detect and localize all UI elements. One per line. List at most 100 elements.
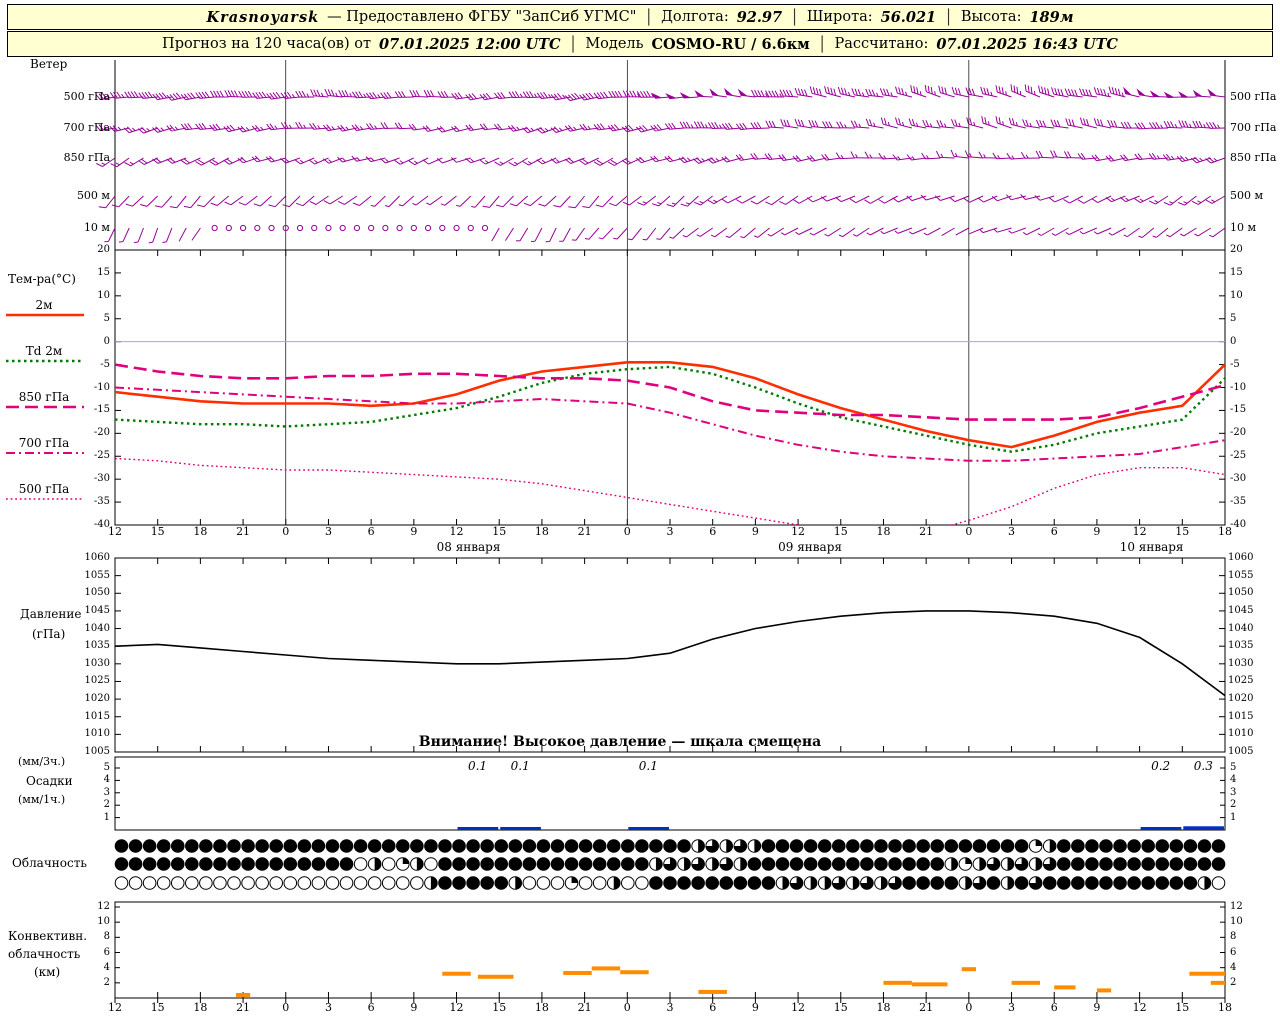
conv-tick-label: 10 <box>97 916 110 928</box>
calc-time-label: Рассчитано: <box>834 36 929 52</box>
temp-tick-label: -15 <box>1230 404 1247 416</box>
hour-label: 3 <box>324 525 332 538</box>
altitude-label: Высота: <box>960 9 1022 25</box>
conv-tick-label: 2 <box>103 976 110 988</box>
altitude-value: 189м <box>1029 8 1074 26</box>
hour-label: 3 <box>666 1001 674 1014</box>
wind-level-label: 850 гПа <box>1230 151 1277 164</box>
pressure-tick-label: 1050 <box>84 587 110 599</box>
conv-cloud-bar <box>477 974 514 979</box>
cloud-panel-title: Облачность <box>12 856 87 870</box>
pressure-tick-label: 1025 <box>84 675 110 687</box>
temp-panel-title: Тем-ра(°C) <box>8 272 76 286</box>
wind-level-label: 500 м <box>76 189 110 202</box>
conv-tick-label: 2 <box>1230 976 1237 988</box>
hour-label: 3 <box>324 1001 332 1014</box>
hour-label: 12 <box>449 525 464 538</box>
precip-bar <box>457 827 499 830</box>
precip-panel-title: Осадки <box>26 774 73 788</box>
conv-tick-label: 10 <box>1230 916 1243 928</box>
date-label: 10 января <box>1119 540 1184 554</box>
temp-tick-label: 15 <box>97 266 110 278</box>
separator-icon: │ <box>944 8 953 26</box>
temp-tick-label: 20 <box>1230 244 1243 255</box>
temp-tick-label: -10 <box>1230 381 1247 393</box>
legend-label-t500: 500 гПа <box>18 482 70 496</box>
hour-label: 9 <box>410 1001 418 1014</box>
hour-label: 18 <box>876 1001 891 1014</box>
conv-cloud-bar <box>883 980 912 985</box>
pressure-tick-label: 1040 <box>1228 622 1254 634</box>
precip-bar <box>628 827 669 830</box>
hour-label: 15 <box>1175 1001 1190 1014</box>
hour-label: 15 <box>492 525 507 538</box>
conv-cloud-bar <box>591 966 621 971</box>
pressure-tick-label: 1035 <box>84 640 110 652</box>
temp-tick-label: -25 <box>93 450 110 462</box>
precip-bar <box>500 827 541 830</box>
hour-label: 15 <box>150 1001 165 1014</box>
temp-tick-label: 0 <box>103 335 110 347</box>
temp-tick-label: -5 <box>100 358 110 370</box>
conv-cloud-bar <box>1096 988 1112 993</box>
temp-tick-label: -40 <box>1230 519 1247 530</box>
precip-tick-label: 2 <box>1230 799 1237 811</box>
hour-label: 3 <box>666 525 674 538</box>
hour-label: 15 <box>150 525 165 538</box>
hour-label: 18 <box>534 525 549 538</box>
precip-value-label: 0.2 <box>1151 759 1171 773</box>
temp-tick-label: 5 <box>103 312 110 324</box>
precip-tick-label: 4 <box>1230 774 1237 786</box>
pressure-curve <box>114 610 1226 697</box>
pressure-tick-label: 1060 <box>84 552 110 563</box>
pressure-tick-label: 1020 <box>84 693 110 705</box>
temp-tick-label: -5 <box>1230 358 1240 370</box>
pressure-panel-title: Давление <box>20 607 82 621</box>
wind-level-label: 700 гПа <box>63 121 110 134</box>
legend-label-td2m: Td 2м <box>25 344 63 358</box>
latitude-value: 56.021 <box>880 8 937 26</box>
precip-1h-units-label: (мм/1ч.) <box>18 793 66 806</box>
temp-tick-label: 20 <box>97 244 110 255</box>
conv-tick-label: 4 <box>103 961 110 973</box>
hour-label: 12 <box>1132 525 1147 538</box>
pressure-tick-label: 1050 <box>1228 587 1254 599</box>
precip-tick-label: 5 <box>1230 762 1237 773</box>
precip-bar <box>1183 826 1224 830</box>
temp-tick-label: 15 <box>1230 266 1243 278</box>
precip-3h-units-label: (мм/3ч.) <box>18 755 66 768</box>
provider-text: — Предоставлено ФГБУ "ЗапСиб УГМС" <box>327 9 637 25</box>
temp-tick-label: 0 <box>1230 335 1237 347</box>
wind-panel-title: Ветер <box>30 57 68 71</box>
hour-label: 0 <box>965 525 973 538</box>
hour-label: 21 <box>577 1001 592 1014</box>
date-label: 09 января <box>778 540 842 554</box>
wind-level-label: 10 м <box>83 221 110 234</box>
pressure-tick-label: 1055 <box>1228 569 1254 581</box>
precip-value-label: 0.1 <box>510 759 530 773</box>
precip-tick-label: 4 <box>103 774 110 786</box>
conv-cloud-bar <box>235 992 251 997</box>
precip-tick-label: 3 <box>1230 786 1237 798</box>
hour-label: 21 <box>236 525 251 538</box>
hour-label: 9 <box>751 1001 759 1014</box>
header-line-2: Прогноз на 120 часа(ов) от 07.01.2025 12… <box>7 31 1273 57</box>
hour-label: 3 <box>1008 1001 1016 1014</box>
hour-label: 18 <box>193 1001 208 1014</box>
conv-panel-title-1: Конвективн. <box>8 929 88 943</box>
temp-tick-label: 10 <box>1230 289 1243 301</box>
precip-value-label: 0.1 <box>638 759 658 773</box>
hour-label: 0 <box>623 525 631 538</box>
hour-label: 12 <box>108 1001 122 1014</box>
conv-panel-title-2: облачность <box>8 947 81 961</box>
separator-icon: │ <box>817 35 827 53</box>
hour-label: 6 <box>709 1001 717 1014</box>
precip-tick-label: 1 <box>103 811 110 823</box>
pressure-tick-label: 1020 <box>1228 693 1254 705</box>
pressure-tick-label: 1045 <box>1228 604 1254 616</box>
conv-cloud-bar <box>442 971 471 976</box>
pressure-tick-label: 1015 <box>1228 710 1254 722</box>
pressure-warning-text: Внимание! Высокое давление — шкала смеще… <box>418 734 822 750</box>
conv-tick-label: 4 <box>1230 961 1237 973</box>
